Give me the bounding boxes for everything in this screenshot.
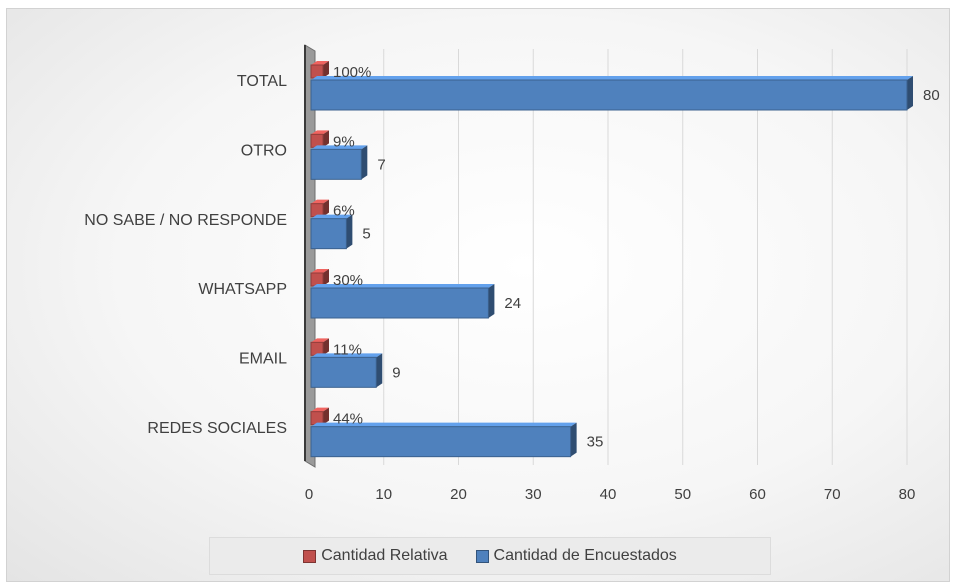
bar-encuestados — [310, 214, 353, 250]
bar-relativa-side — [323, 130, 329, 148]
bar-relativa-side — [323, 407, 329, 425]
bar-encuestados-top — [311, 145, 368, 150]
category-label: NO SABE / NO RESPONDE — [84, 212, 287, 229]
data-label-encuestados: 5 — [362, 226, 370, 243]
category-label: TOTAL — [237, 73, 287, 90]
bar-relativa-side — [323, 61, 329, 78]
bar-relativa-side — [323, 269, 329, 286]
legend-label-relativa: Cantidad Relativa — [321, 547, 448, 564]
legend: Cantidad Relativa Cantidad de Encuestado… — [209, 537, 771, 575]
bar-encuestados — [310, 422, 577, 458]
bar-relativa — [310, 61, 329, 79]
bar-relativa-top — [311, 130, 329, 135]
bar-encuestados-front — [310, 426, 572, 458]
bar-encuestados-side — [346, 214, 353, 249]
data-label-encuestados: 7 — [377, 156, 385, 173]
bar-encuestados-side — [376, 353, 383, 388]
bar-encuestados-front — [310, 148, 362, 180]
bar-encuestados — [310, 145, 368, 180]
bar-relativa — [310, 130, 329, 148]
bar-encuestados-front — [310, 79, 908, 111]
bar-encuestados-top — [311, 76, 913, 80]
legend-item-relativa: Cantidad Relativa — [303, 547, 448, 565]
bar-encuestados-side — [907, 76, 913, 110]
x-tick-label: 70 — [824, 486, 841, 503]
data-label-relativa: 100% — [333, 64, 371, 81]
data-label-relativa: 30% — [333, 272, 363, 289]
bar-encuestados-top — [311, 422, 577, 427]
data-label-encuestados: 80 — [923, 87, 940, 104]
legend-swatch-relativa — [303, 549, 317, 563]
bar-relativa — [310, 199, 329, 218]
labels: 0 10 20 30 40 50 60 70 80 TOTAL 100% 80 OTRO 9% 7 NO SA… — [84, 64, 939, 503]
data-label-encuestados: 9 — [392, 364, 400, 381]
x-tick-label: 60 — [749, 486, 766, 503]
bar-encuestados-side — [570, 422, 577, 457]
category-label: WHATSAPP — [198, 281, 287, 298]
bars — [310, 61, 913, 458]
legend-label-encuestados: Cantidad de Encuestados — [493, 547, 677, 564]
data-label-relativa: 11% — [333, 341, 362, 358]
data-label-encuestados: 24 — [504, 295, 521, 312]
bar-encuestados-top — [311, 353, 383, 358]
x-tick-label: 20 — [450, 486, 467, 503]
x-tick-label: 30 — [525, 486, 542, 503]
x-tick-label: 40 — [600, 486, 617, 503]
bar-encuestados-side — [361, 145, 368, 180]
data-label-relativa: 6% — [333, 203, 355, 220]
bar-relativa — [310, 407, 329, 426]
category-label: OTRO — [241, 143, 287, 160]
x-tick-label: 80 — [899, 486, 916, 503]
bar-encuestados — [310, 353, 383, 388]
bar-chart-svg: 0 10 20 30 40 50 60 70 80 TOTAL 100% 80 OTRO 9% 7 NO SA… — [84, 44, 940, 503]
bar-encuestados-side — [488, 284, 495, 318]
data-label-relativa: 44% — [333, 411, 363, 428]
data-label-encuestados: 35 — [587, 434, 604, 451]
legend-item-encuestados: Cantidad de Encuestados — [475, 547, 677, 565]
legend-swatch-encuestados — [475, 549, 489, 563]
bar-encuestados-top — [311, 284, 495, 288]
chart: 0 10 20 30 40 50 60 70 80 TOTAL 100% 80 OTRO 9% 7 NO SA… — [6, 8, 950, 582]
gridlines — [383, 49, 908, 465]
bar-relativa-side — [323, 199, 329, 217]
x-tick-label: 50 — [674, 486, 691, 503]
data-label-relativa: 9% — [333, 133, 355, 150]
bar-encuestados-top — [311, 214, 353, 219]
bar-encuestados-front — [310, 218, 347, 250]
bar-encuestados — [310, 76, 913, 111]
bar-relativa-side — [323, 338, 329, 356]
bar-encuestados — [310, 284, 495, 319]
bar-relativa — [310, 338, 329, 356]
bar-encuestados-front — [310, 356, 377, 388]
bar-encuestados-front — [310, 287, 489, 319]
x-tick-label: 0 — [305, 486, 313, 503]
category-label: EMAIL — [239, 351, 287, 368]
bar-relativa — [310, 269, 329, 287]
category-label: REDES SOCIALES — [147, 420, 287, 437]
x-tick-label: 10 — [375, 486, 392, 503]
